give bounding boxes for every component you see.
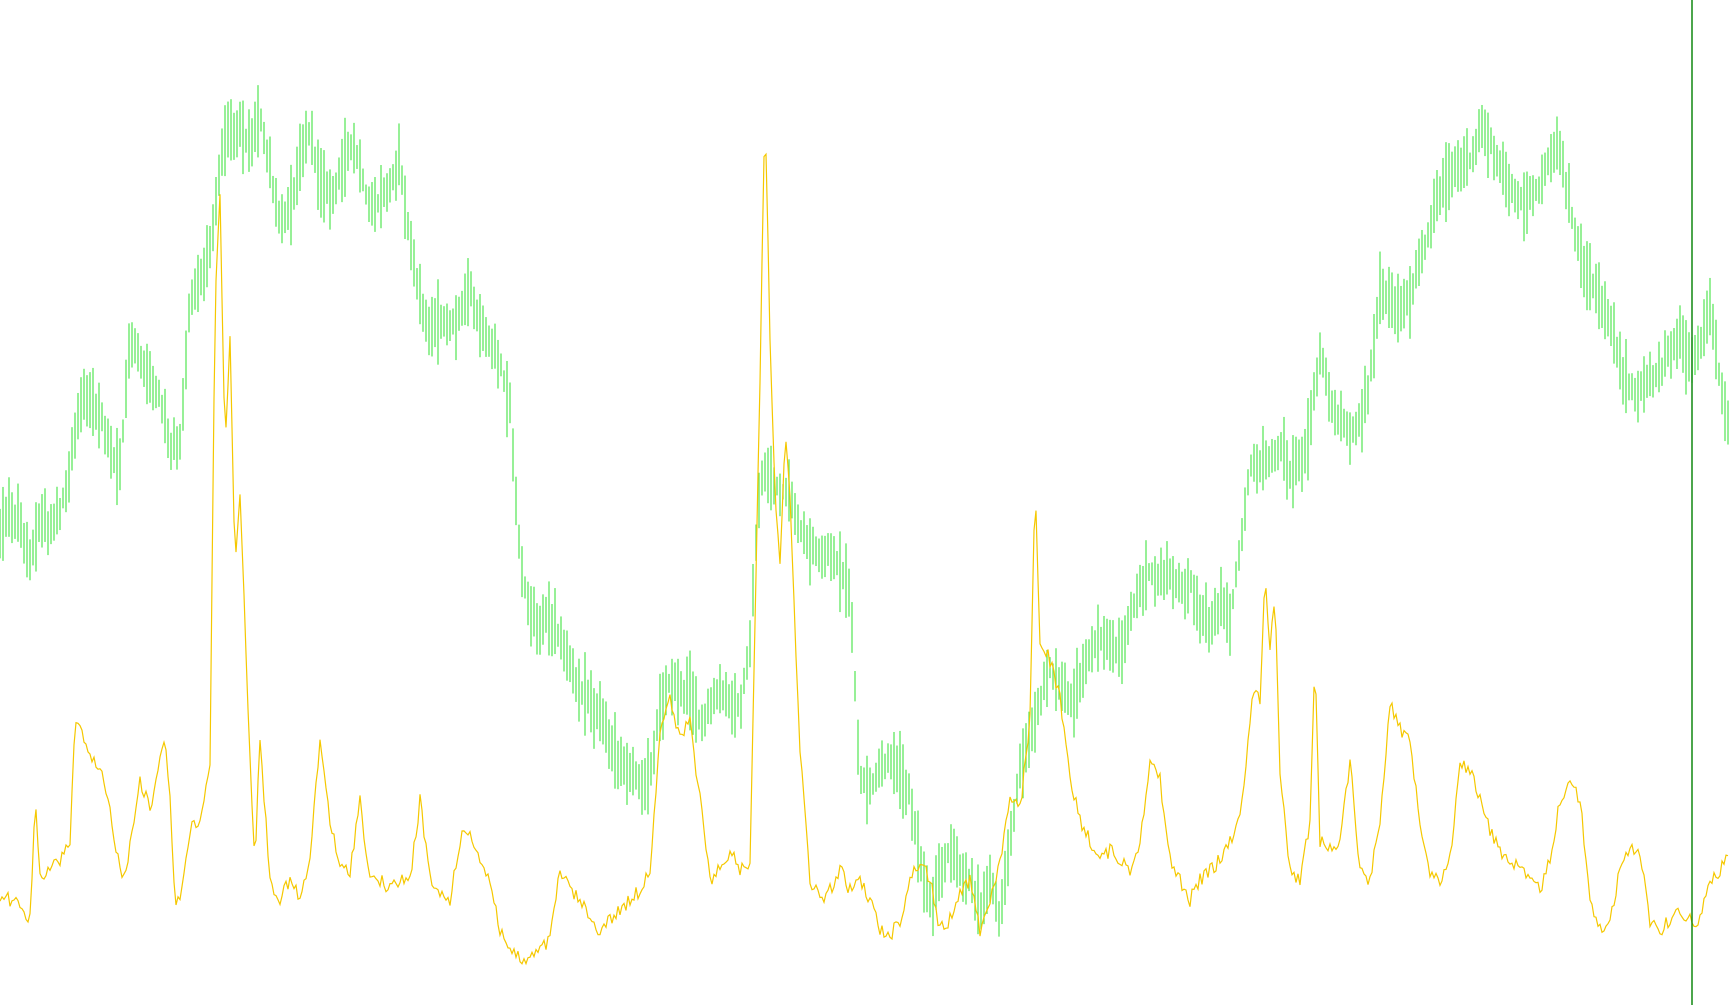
series-yellow	[0, 152, 1729, 966]
yellow-line	[0, 152, 1729, 966]
series-green	[0, 85, 1729, 937]
